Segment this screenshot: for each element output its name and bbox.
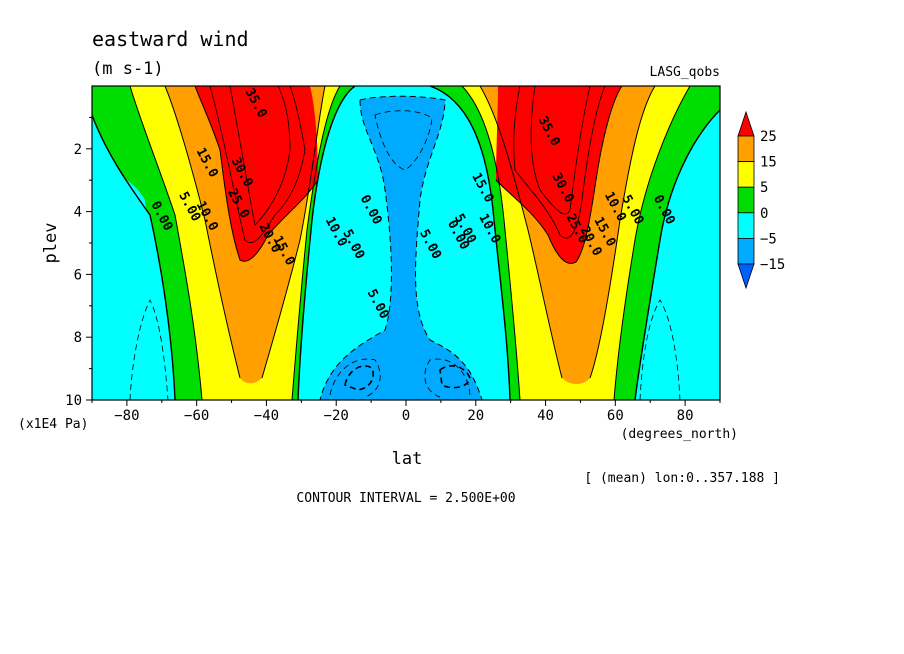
contour-line bbox=[424, 358, 471, 398]
x-tick-label: −20 bbox=[324, 408, 349, 424]
y-tick-label: 8 bbox=[74, 330, 82, 346]
contour-line bbox=[374, 110, 433, 171]
x-tick-label: 60 bbox=[607, 408, 624, 424]
contour-line bbox=[359, 95, 483, 400]
contour-line bbox=[261, 86, 326, 379]
contour-line bbox=[589, 86, 656, 379]
source-label: LASG_qobs bbox=[650, 65, 720, 80]
fill-sh-25 bbox=[195, 86, 318, 262]
colorbar: 25 15 5 0 −5 −15 bbox=[737, 110, 785, 290]
filled-contours bbox=[92, 86, 720, 400]
y-axis-title: plev bbox=[41, 223, 61, 264]
colorbar-swatch bbox=[737, 237, 755, 265]
chart-title: eastward wind bbox=[92, 27, 249, 51]
x-tick-label: −80 bbox=[114, 408, 139, 424]
x-tick-label: −40 bbox=[254, 408, 279, 424]
fill-tropical-easterly bbox=[320, 96, 482, 400]
x-unit-label: (degrees_north) bbox=[621, 427, 738, 442]
y-unit-label: (x1E4 Pa) bbox=[18, 417, 88, 432]
contour-line bbox=[429, 86, 511, 400]
contour-line bbox=[291, 86, 341, 400]
contour-line bbox=[329, 358, 381, 398]
x-tick-label: 0 bbox=[402, 408, 410, 424]
colorbar-arrow-top bbox=[737, 110, 755, 137]
contour-line bbox=[164, 86, 241, 379]
contour-line bbox=[479, 86, 563, 379]
contour-interval-label: CONTOUR INTERVAL = 2.500E+00 bbox=[296, 491, 515, 506]
x-axis-title: lat bbox=[392, 449, 423, 469]
contour-line bbox=[129, 86, 203, 400]
contour-line bbox=[319, 99, 392, 400]
contour-line bbox=[461, 86, 521, 400]
contour-line bbox=[344, 365, 374, 391]
contour-line bbox=[92, 114, 176, 400]
colorbar-label: −5 bbox=[760, 231, 777, 247]
colorbar-label: 25 bbox=[760, 129, 777, 145]
x-axis: −80 −60 −40 −20 0 20 40 60 80 bbox=[91, 400, 721, 424]
y-tick-label: 6 bbox=[74, 267, 82, 283]
x-tick-label: 20 bbox=[467, 408, 484, 424]
contour-line bbox=[639, 299, 681, 400]
colorbar-swatch bbox=[737, 212, 755, 239]
colorbar-swatch bbox=[737, 186, 755, 214]
colorbar-label: 15 bbox=[760, 155, 777, 171]
colorbar-swatch bbox=[737, 161, 755, 188]
contour-line bbox=[530, 86, 591, 215]
x-tick-label: −60 bbox=[184, 408, 209, 424]
contour-line bbox=[439, 365, 471, 389]
y-tick-label: 2 bbox=[74, 142, 82, 158]
colorbar-arrow-bottom bbox=[737, 263, 755, 290]
colorbar-label: −15 bbox=[760, 257, 785, 273]
x-tick-label: 80 bbox=[677, 408, 694, 424]
fill-polar-easterly-sh bbox=[92, 175, 147, 273]
contour-line bbox=[129, 299, 169, 400]
y-axis: 2 4 6 8 10 bbox=[65, 116, 92, 409]
fill-nh-25 bbox=[496, 86, 622, 264]
colorbar-swatch bbox=[737, 135, 755, 163]
colorbar-label: 0 bbox=[760, 206, 768, 222]
x-tick-label: 40 bbox=[537, 408, 554, 424]
contour-lines bbox=[92, 86, 720, 400]
contour-line bbox=[297, 86, 356, 400]
colorbar-label: 5 bbox=[760, 180, 768, 196]
contour-line bbox=[209, 86, 306, 243]
contour-line bbox=[613, 86, 691, 400]
contour-line bbox=[194, 86, 319, 262]
mean-note: [ (mean) lon:0..357.188 ] bbox=[584, 471, 780, 486]
contour-line bbox=[495, 86, 623, 264]
y-tick-label: 4 bbox=[74, 205, 82, 221]
y-tick-label: 10 bbox=[65, 393, 82, 409]
contour-line bbox=[634, 109, 720, 400]
contour-line bbox=[513, 86, 606, 239]
units-label: (m s-1) bbox=[92, 59, 164, 79]
contour-line bbox=[229, 86, 291, 226]
